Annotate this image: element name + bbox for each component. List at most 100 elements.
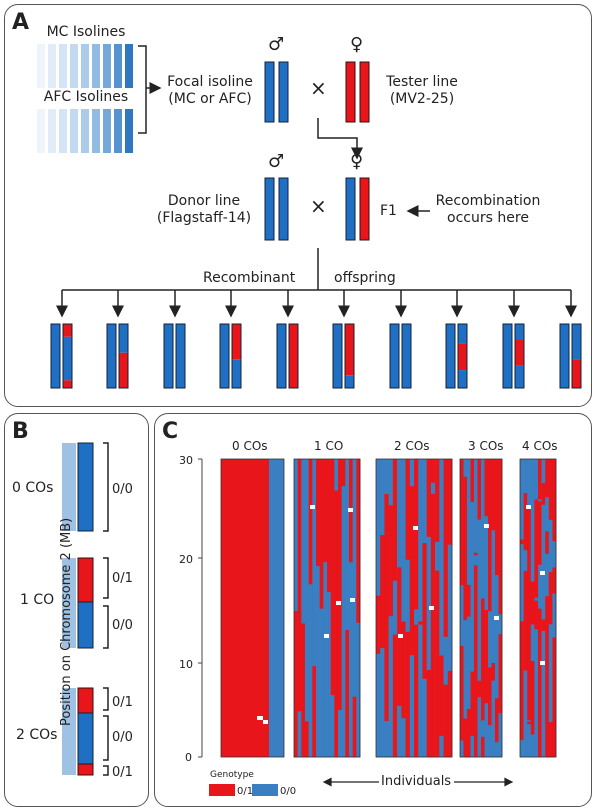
- isoline-bracket: [138, 45, 147, 134]
- heatmap-cell: [323, 561, 328, 758]
- heatmap-cell: [435, 541, 440, 571]
- heatmap-cell: [477, 459, 482, 520]
- heatmap-cell: [345, 459, 350, 630]
- heatmap-cell: [538, 459, 542, 500]
- heatmap-cell: [341, 485, 346, 758]
- heatmap-cell: [523, 492, 528, 551]
- heatmap-cell: [405, 631, 411, 758]
- b-2cos-genotype-top: 0/1: [112, 695, 133, 710]
- heatmap-cell: [534, 629, 539, 758]
- heatmap-cell: [401, 621, 406, 719]
- offspring-label: offspring: [334, 270, 396, 286]
- b-1co-label: 1 CO: [20, 592, 55, 608]
- female-symbol-1: ♀: [350, 34, 364, 55]
- legend-swatch-01: [209, 784, 235, 796]
- heatmap-cell: [443, 459, 449, 637]
- offspring-chromosome-segment: [402, 324, 411, 388]
- offspring-chromosome-a: [559, 323, 570, 389]
- c-legend-title: Genotype: [210, 770, 254, 780]
- offspring-chromosome-outline: [288, 323, 299, 389]
- heatmap-cell: [221, 459, 269, 757]
- cross-symbol-2: ×: [310, 194, 327, 218]
- heatmap-cell: [495, 697, 499, 743]
- heatmap-cell: [409, 485, 415, 656]
- heatmap-cell: [439, 459, 444, 656]
- heatmap-cell: [312, 665, 317, 758]
- heatmap-cell: [467, 459, 471, 585]
- heatmap-cell: [409, 654, 415, 758]
- heatmap-cell: [477, 519, 482, 681]
- heatmap-group-outline: [375, 458, 453, 758]
- heatmap-cell: [530, 660, 535, 735]
- panel-a-graphics: [37, 44, 582, 389]
- heatmap-cell: [397, 459, 402, 568]
- c-xlabel: Individuals: [381, 774, 452, 789]
- offspring-chromosomes: [50, 323, 582, 389]
- female-symbol-2: ♀: [350, 151, 364, 172]
- heatmap-cell: [470, 671, 475, 736]
- heatmap-cell: [541, 482, 546, 505]
- heatmap-cell: [308, 584, 313, 758]
- heatmap-cell: [534, 600, 539, 630]
- heatmap-cell: [481, 736, 485, 758]
- heatmap-cell: [548, 721, 553, 758]
- afc-isoline-bars: [37, 109, 133, 153]
- heatmap-cell: [552, 593, 557, 638]
- focal-chromosomes: [264, 61, 289, 123]
- heatmap-cell: [552, 567, 557, 594]
- heatmap-cell: [319, 608, 324, 758]
- heatmap-cell: [380, 459, 385, 536]
- heatmap-cell: [491, 530, 496, 663]
- heatmap-cell: [474, 565, 478, 758]
- heatmap-cell: [498, 712, 503, 758]
- heatmap-cell: [520, 739, 524, 758]
- c-ylabel: Position on Chromosome 2 (MB): [59, 517, 74, 726]
- offspring-chromosome-segment: [119, 352, 128, 388]
- heatmap-cell: [545, 553, 550, 597]
- heatmap-cell: [470, 735, 475, 758]
- recombinant-label: Recombinant: [203, 270, 296, 286]
- heatmap-cell: [430, 482, 436, 494]
- heatmap-cell: [470, 501, 475, 672]
- heatmap-cell: [463, 619, 468, 719]
- heatmap-group-outline: [220, 458, 285, 758]
- heatmap-cell: [498, 633, 503, 714]
- heatmap-cell: [413, 526, 418, 530]
- heatmap-cell: [376, 595, 381, 654]
- male-symbol-1: ♂: [268, 34, 285, 55]
- heatmap-cell: [538, 564, 542, 609]
- heatmap-cell: [426, 459, 432, 537]
- heatmap-cell: [336, 601, 341, 605]
- heatmap-cell: [463, 459, 468, 477]
- offspring-chromosome-a: [502, 323, 513, 389]
- heatmap-cell: [269, 459, 284, 757]
- heatmap-cell: [301, 623, 306, 758]
- heatmap-cell: [484, 524, 489, 528]
- heatmap-cell: [447, 544, 453, 671]
- offspring-chromosome-a: [219, 323, 230, 389]
- heatmap-cell: [545, 595, 550, 758]
- heatmap-cell: [495, 741, 499, 758]
- b-2cos-label: 2 COs: [16, 727, 58, 743]
- heatmap-cell: [552, 459, 557, 542]
- heatmap-cell: [327, 591, 331, 758]
- cross-arrow: [317, 118, 363, 160]
- heatmap-cell: [548, 624, 553, 723]
- heatmap-cell: [498, 459, 503, 615]
- tester-line-label: Tester line (MV2-25): [386, 74, 458, 107]
- offspring-chromosome-segment: [289, 324, 298, 388]
- offspring-chromosome-outline: [231, 323, 242, 389]
- heatmap-cell: [545, 459, 550, 498]
- heatmap-cell: [418, 624, 423, 758]
- offspring-chromosome-segment: [63, 380, 72, 388]
- heatmap-cell: [488, 611, 492, 668]
- heatmap-cell: [548, 571, 553, 625]
- heatmap-cell: [352, 459, 357, 697]
- heatmap-cell: [552, 540, 557, 568]
- heatmap-cell: [541, 504, 546, 620]
- heatmap-cell: [401, 717, 406, 758]
- heatmap-cell: [422, 459, 427, 544]
- heatmap-cell: [405, 559, 411, 632]
- c-ytick-10: 10: [179, 658, 193, 671]
- heatmap-cell: [435, 459, 440, 542]
